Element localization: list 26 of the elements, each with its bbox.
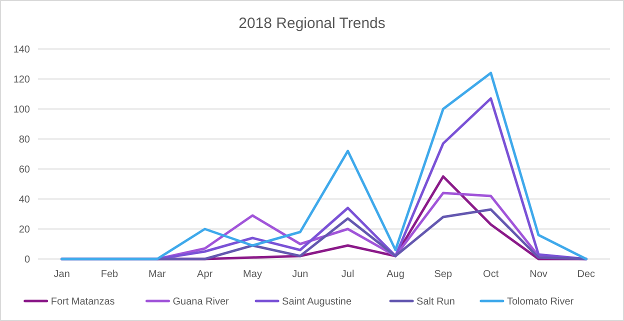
y-tick-label: 40	[18, 194, 30, 206]
x-tick-label: Dec	[577, 269, 596, 280]
legend-label: Guana River	[172, 296, 230, 308]
x-tick-label: Apr	[197, 269, 214, 280]
x-tick-label: May	[243, 269, 262, 280]
y-tick-label: 120	[13, 74, 30, 86]
x-tick-label: Sep	[434, 269, 452, 280]
x-tick-label: Feb	[100, 269, 119, 280]
legend-label: Salt Run	[416, 296, 455, 308]
y-tick-label: 20	[18, 224, 30, 236]
legend-label: Fort Matanzas	[50, 296, 115, 308]
y-tick-label: 60	[18, 164, 30, 176]
y-tick-label: 140	[13, 44, 30, 56]
legend-label: Saint Augustine	[282, 296, 352, 308]
y-tick-label: 100	[13, 104, 30, 116]
x-tick-label: Jan	[54, 269, 70, 280]
y-tick-label: 0	[24, 254, 30, 266]
x-tick-label: Jun	[292, 269, 308, 280]
x-tick-label: Mar	[148, 269, 166, 280]
x-tick-label: Nov	[530, 269, 548, 280]
x-tick-label: Oct	[483, 269, 499, 280]
x-tick-label: Jul	[341, 269, 354, 280]
chart-title: 2018 Regional Trends	[238, 15, 386, 32]
y-tick-label: 80	[18, 134, 30, 146]
legend-label: Tolomato River	[506, 296, 574, 308]
x-tick-label: Aug	[386, 269, 404, 280]
